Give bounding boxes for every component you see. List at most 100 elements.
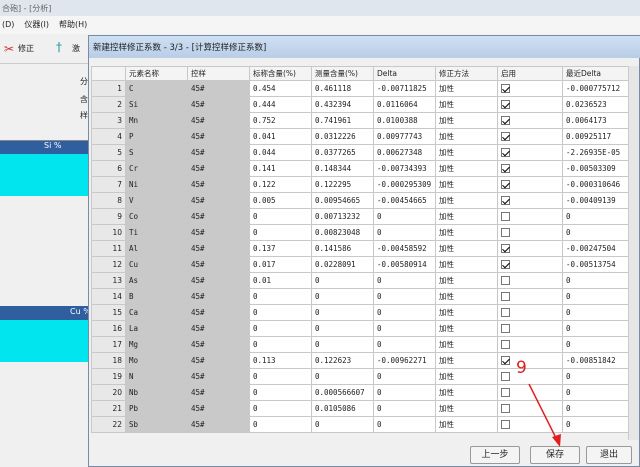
row-number: 1 <box>91 80 126 97</box>
toolbar-button[interactable]: 修正 <box>18 44 34 53</box>
back-button[interactable]: 上一步 <box>470 446 520 464</box>
row-number: 7 <box>91 176 126 193</box>
checkbox[interactable] <box>501 180 510 190</box>
table-row: 20 Nb 45# 0 0.000566607 0 加性 0 <box>91 384 629 401</box>
checkbox[interactable] <box>501 356 510 366</box>
element-cell: Sb <box>125 416 188 433</box>
checkbox[interactable] <box>501 292 510 302</box>
annotation: 9 <box>516 358 527 378</box>
sample-cell: 45# <box>187 352 250 369</box>
checkbox[interactable] <box>501 404 510 414</box>
last-delta-cell: 0 <box>562 416 629 433</box>
element-cell: Pb <box>125 400 188 417</box>
checkbox[interactable] <box>501 308 510 318</box>
dialog-title: 新建控样修正系数 - 3/3 - [计算控样修正系数] <box>89 36 640 58</box>
checkbox[interactable] <box>501 276 510 286</box>
table-row: 12 Cu 45# 0.017 0.0228091 -0.00580914 加性 -0.005… <box>91 256 629 273</box>
element-cell: B <box>125 288 188 305</box>
checkbox[interactable] <box>501 196 510 206</box>
sample-cell: 45# <box>187 320 250 337</box>
toolbar-button[interactable]: 激 <box>72 44 80 53</box>
icon: ✂ <box>4 42 15 56</box>
grid-header: Si % <box>44 141 62 150</box>
grid-selection <box>0 320 88 362</box>
row-number: 8 <box>91 192 126 209</box>
element-cell: Al <box>125 240 188 257</box>
sample-cell: 45# <box>187 208 250 225</box>
sample-cell: 45# <box>187 304 250 321</box>
checkbox[interactable] <box>501 260 510 270</box>
exit-button[interactable]: 退出 <box>586 446 632 464</box>
grid-selection <box>0 154 88 196</box>
toolbar: ✂ 修正 † 激 <box>0 34 88 64</box>
row-number: 6 <box>91 160 126 177</box>
table-row: 9 Co 45# 0 0.00713232 0 加性 0 <box>91 208 629 225</box>
side-label: 样 <box>80 111 88 120</box>
row-number: 5 <box>91 144 126 161</box>
checkbox[interactable] <box>501 132 510 142</box>
enabled-cell <box>497 304 563 321</box>
element-cell: As <box>125 272 188 289</box>
checkbox[interactable] <box>501 324 510 334</box>
row-number: 12 <box>91 256 126 273</box>
column-header: 修正方法 <box>435 66 498 81</box>
menu-item[interactable]: 帮助(H) <box>59 20 88 29</box>
sample-cell: 45# <box>187 400 250 417</box>
sample-cell: 45# <box>187 144 250 161</box>
menu-item[interactable]: 仪器(I) <box>24 20 50 29</box>
checkbox[interactable] <box>501 212 510 222</box>
row-number: 19 <box>91 368 126 385</box>
element-cell: N <box>125 368 188 385</box>
table-row: 15 Ca 45# 0 0 0 加性 0 <box>91 304 629 321</box>
column-header: 启用 <box>497 66 563 81</box>
checkbox[interactable] <box>501 372 510 382</box>
row-number: 14 <box>91 288 126 305</box>
column-header: 控样 <box>187 66 250 81</box>
row-number: 20 <box>91 384 126 401</box>
save-button[interactable]: 保存 <box>530 446 580 464</box>
menu-item[interactable]: (D) <box>2 20 15 29</box>
sample-cell: 45# <box>187 224 250 241</box>
data-table: 元素名称 控样 标称含量(%) 测量含量(%) Delta 修正方法 启用 最近Delta 1 C… <box>91 66 629 433</box>
checkbox[interactable] <box>501 84 510 94</box>
checkbox[interactable] <box>501 164 510 174</box>
table-row: 18 Mo 45# 0.113 0.122623 -0.00962271 加性 -0.0085… <box>91 352 629 369</box>
side-label: 含 <box>80 95 88 104</box>
row-number: 22 <box>91 416 126 433</box>
icon: † <box>56 40 62 54</box>
column-header: 测量含量(%) <box>311 66 374 81</box>
checkbox[interactable] <box>501 340 510 350</box>
element-cell: S <box>125 144 188 161</box>
table-row: 5 S 45# 0.044 0.0377265 0.00627348 加性 -2.26935E… <box>91 144 629 161</box>
enabled-cell <box>497 288 563 305</box>
grid-header: Cu % <box>70 307 91 316</box>
column-header: 标称含量(%) <box>249 66 312 81</box>
checkbox[interactable] <box>501 388 510 398</box>
checkbox[interactable] <box>501 100 510 110</box>
scrollbar[interactable] <box>628 66 639 440</box>
element-cell: Mn <box>125 112 188 129</box>
element-cell: Ca <box>125 304 188 321</box>
element-cell: Ti <box>125 224 188 241</box>
table-row: 13 As 45# 0.01 0 0 加性 0 <box>91 272 629 289</box>
element-cell: Cu <box>125 256 188 273</box>
row-number: 16 <box>91 320 126 337</box>
checkbox[interactable] <box>501 228 510 238</box>
table-row: 21 Pb 45# 0 0.0105086 0 加性 0 <box>91 400 629 417</box>
table-row: 11 Al 45# 0.137 0.141586 -0.00458592 加性 -0.0024… <box>91 240 629 257</box>
row-number: 17 <box>91 336 126 353</box>
checkbox[interactable] <box>501 116 510 126</box>
sample-cell: 45# <box>187 272 250 289</box>
table-row: 6 Cr 45# 0.141 0.148344 -0.00734393 加性 -0.00503… <box>91 160 629 177</box>
enabled-cell <box>497 368 563 385</box>
checkbox[interactable] <box>501 244 510 254</box>
menu-bar: (D) 仪器(I) 帮助(H) <box>0 16 640 34</box>
element-cell: Mo <box>125 352 188 369</box>
table-row: 22 Sb 45# 0 0 0 加性 0 <box>91 416 629 433</box>
checkbox[interactable] <box>501 148 510 158</box>
sample-cell: 45# <box>187 384 250 401</box>
row-number: 15 <box>91 304 126 321</box>
checkbox[interactable] <box>501 420 510 430</box>
table-row: 8 V 45# 0.005 0.00954665 -0.00454665 加性 -0.0040… <box>91 192 629 209</box>
